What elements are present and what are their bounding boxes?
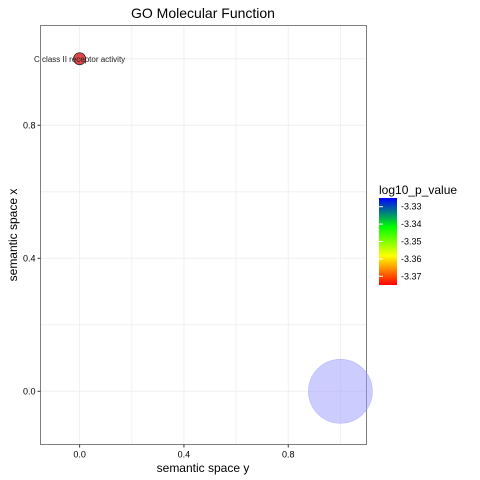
- x-tick-label: 0.8: [282, 450, 295, 460]
- legend-label: -3.37: [401, 271, 422, 281]
- y-axis-title: semantic space x: [6, 189, 20, 282]
- y-tick-label: 0.8: [23, 120, 36, 130]
- data-point-label: C class II receptor activity: [34, 55, 125, 64]
- legend-color-bar: [379, 198, 397, 285]
- plot-panel: [40, 25, 367, 445]
- x-tick-label: 0.4: [178, 450, 191, 460]
- y-axis: 0.0 0.4 0.8: [23, 120, 41, 396]
- grid-lines: [40, 25, 367, 445]
- legend-label: -3.33: [401, 202, 422, 212]
- legend-label: -3.36: [401, 254, 422, 264]
- data-point: [308, 358, 373, 424]
- data-point: [73, 52, 87, 66]
- data-points: C class II receptor activity: [34, 52, 373, 424]
- y-tick-label: 0.4: [23, 253, 36, 263]
- x-axis-title: semantic space y: [157, 461, 250, 475]
- color-legend: log10_p_value -3.33 -3.34 -3.35 -3.36 -3.37: [379, 183, 457, 285]
- legend-label: -3.34: [401, 219, 422, 229]
- legend-label: -3.35: [401, 237, 422, 247]
- x-tick-label: 0.0: [73, 450, 86, 460]
- legend-title: log10_p_value: [379, 183, 457, 197]
- chart-title: GO Molecular Function: [131, 5, 275, 21]
- y-tick-label: 0.0: [23, 386, 36, 396]
- x-axis: 0.0 0.4 0.8: [73, 444, 295, 460]
